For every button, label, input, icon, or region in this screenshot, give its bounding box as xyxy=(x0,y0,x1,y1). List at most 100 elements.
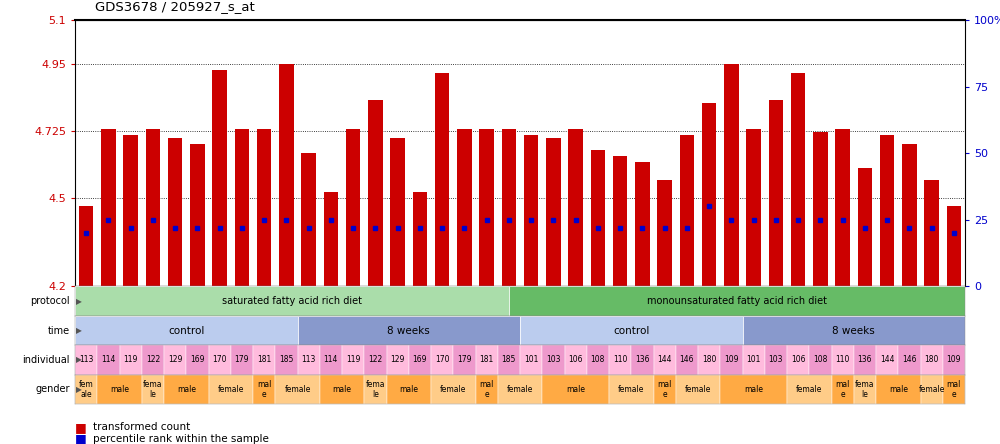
Bar xyxy=(724,64,739,286)
Text: 113: 113 xyxy=(79,355,93,365)
Text: ■: ■ xyxy=(75,420,87,434)
Bar xyxy=(75,316,298,345)
Bar xyxy=(457,130,472,286)
Bar xyxy=(654,345,676,375)
Text: fema
le: fema le xyxy=(143,380,163,399)
Bar xyxy=(390,139,405,286)
Bar xyxy=(279,64,294,286)
Text: 181: 181 xyxy=(480,355,494,365)
Text: male: male xyxy=(566,385,585,394)
Text: 136: 136 xyxy=(635,355,650,365)
Bar xyxy=(742,345,765,375)
Bar xyxy=(231,345,253,375)
Bar xyxy=(431,375,476,404)
Bar xyxy=(498,375,542,404)
Bar xyxy=(101,130,116,286)
Text: 122: 122 xyxy=(146,355,160,365)
Bar xyxy=(546,139,561,286)
Text: 170: 170 xyxy=(212,355,227,365)
Bar xyxy=(835,130,850,286)
Bar xyxy=(880,135,894,286)
Bar xyxy=(832,375,854,404)
Text: 181: 181 xyxy=(257,355,271,365)
Text: saturated fatty acid rich diet: saturated fatty acid rich diet xyxy=(222,296,362,306)
Bar xyxy=(142,345,164,375)
Bar xyxy=(947,206,961,286)
Bar xyxy=(79,206,93,286)
Bar xyxy=(609,345,631,375)
Text: protocol: protocol xyxy=(30,296,70,306)
Text: 110: 110 xyxy=(613,355,627,365)
Text: ▶: ▶ xyxy=(76,385,82,394)
Text: 110: 110 xyxy=(835,355,850,365)
Bar xyxy=(320,375,364,404)
Bar xyxy=(476,375,498,404)
Text: mal
e: mal e xyxy=(479,380,494,399)
Text: fema
le: fema le xyxy=(855,380,875,399)
Bar xyxy=(943,375,965,404)
Text: 108: 108 xyxy=(591,355,605,365)
Bar xyxy=(568,130,583,286)
Text: monounsaturated fatty acid rich diet: monounsaturated fatty acid rich diet xyxy=(647,296,827,306)
Text: ▶: ▶ xyxy=(76,355,82,365)
Bar xyxy=(564,345,587,375)
Bar xyxy=(720,345,742,375)
Text: time: time xyxy=(48,325,70,336)
Bar xyxy=(769,100,783,286)
Bar xyxy=(364,345,386,375)
Bar xyxy=(253,345,275,375)
Text: male: male xyxy=(889,385,908,394)
Text: 180: 180 xyxy=(924,355,939,365)
Bar xyxy=(75,286,509,316)
Text: ▶: ▶ xyxy=(76,297,82,305)
Text: 106: 106 xyxy=(791,355,805,365)
Bar xyxy=(368,100,383,286)
Bar xyxy=(542,375,609,404)
Bar xyxy=(275,375,320,404)
Text: female: female xyxy=(284,385,311,394)
Bar xyxy=(75,375,97,404)
Bar xyxy=(676,375,720,404)
Bar xyxy=(346,130,360,286)
Bar xyxy=(164,375,208,404)
Text: 113: 113 xyxy=(301,355,316,365)
Text: percentile rank within the sample: percentile rank within the sample xyxy=(93,434,269,444)
Bar xyxy=(123,135,138,286)
Bar xyxy=(97,345,120,375)
Text: ■: ■ xyxy=(75,432,87,444)
Text: 185: 185 xyxy=(502,355,516,365)
Text: 169: 169 xyxy=(190,355,205,365)
Bar xyxy=(476,345,498,375)
Text: mal
e: mal e xyxy=(835,380,850,399)
Text: 169: 169 xyxy=(413,355,427,365)
Text: fema
le: fema le xyxy=(366,380,385,399)
Text: 109: 109 xyxy=(947,355,961,365)
Bar xyxy=(809,345,832,375)
Bar xyxy=(298,345,320,375)
Bar xyxy=(164,345,186,375)
Bar xyxy=(520,345,542,375)
Bar xyxy=(253,375,275,404)
Text: female: female xyxy=(685,385,711,394)
Bar xyxy=(698,345,720,375)
Bar xyxy=(902,144,917,286)
Bar xyxy=(920,375,943,404)
Bar xyxy=(364,375,386,404)
Bar xyxy=(943,345,965,375)
Text: male: male xyxy=(744,385,763,394)
Text: female: female xyxy=(218,385,244,394)
Bar xyxy=(413,192,427,286)
Bar xyxy=(631,345,654,375)
Bar xyxy=(676,345,698,375)
Bar xyxy=(924,180,939,286)
Bar xyxy=(791,73,805,286)
Text: male: male xyxy=(399,385,418,394)
Bar xyxy=(190,144,205,286)
Bar xyxy=(120,345,142,375)
Text: 8 weeks: 8 weeks xyxy=(832,325,875,336)
Bar xyxy=(657,180,672,286)
Text: male: male xyxy=(332,385,352,394)
Bar xyxy=(854,345,876,375)
Bar xyxy=(787,345,809,375)
Text: fem
ale: fem ale xyxy=(79,380,94,399)
